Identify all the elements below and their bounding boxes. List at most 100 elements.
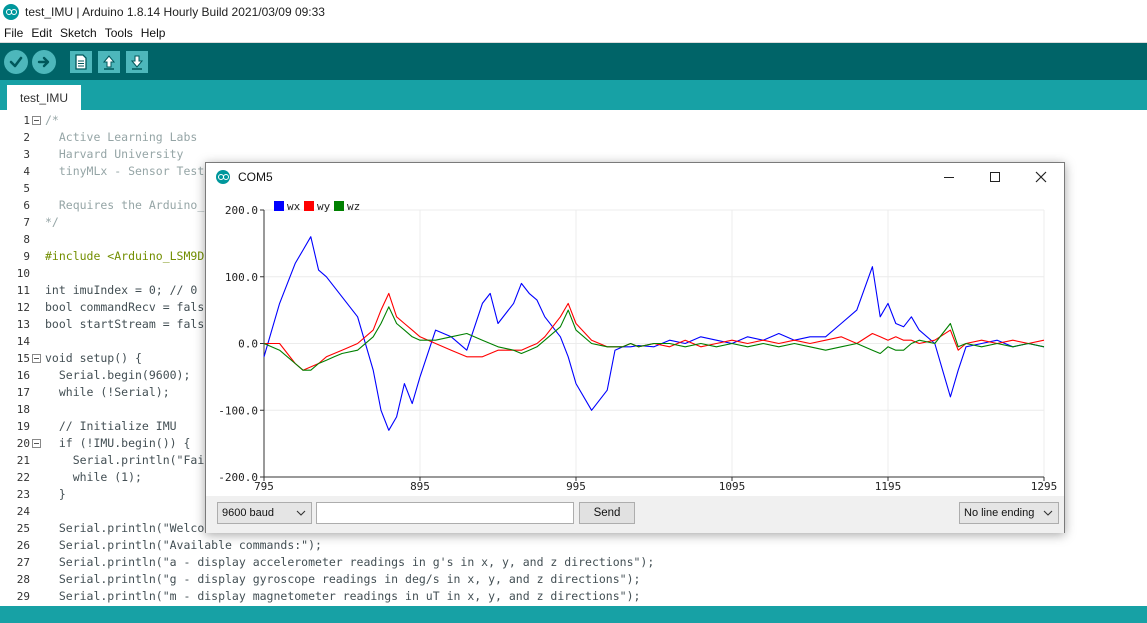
- fold-toggle-icon[interactable]: [32, 354, 41, 363]
- arduino-logo-icon: [3, 4, 19, 20]
- send-button[interactable]: Send: [579, 502, 635, 524]
- line-number: 15: [16, 352, 30, 365]
- code-line: 1 /*: [0, 112, 1147, 129]
- tab-test-imu[interactable]: test_IMU: [7, 85, 81, 110]
- y-tick-label: 0.0: [238, 338, 258, 351]
- menu-file[interactable]: File: [4, 26, 24, 40]
- line-number: 7: [23, 216, 30, 229]
- series-line-wy: [264, 292, 1045, 371]
- check-icon: [9, 56, 23, 67]
- code-line: 6 Requires the Arduino_: [0, 197, 1147, 214]
- y-tick-label: -100.0: [218, 404, 258, 417]
- menu-edit[interactable]: Edit: [31, 26, 53, 40]
- toolbar: [0, 43, 1147, 80]
- title-bar: test_IMU | Arduino 1.8.14 Hourly Build 2…: [0, 0, 1147, 24]
- line-ending-value: No line ending: [964, 507, 1035, 519]
- verify-button[interactable]: [4, 49, 28, 74]
- code-line: 25 Serial.println("Welco: [0, 520, 1147, 537]
- code-text: tinyMLx - Sensor Test: [45, 164, 205, 178]
- code-text: Harvard University: [45, 147, 184, 161]
- code-text: Serial.println("Welco: [45, 521, 205, 535]
- line-number: 9: [23, 250, 30, 263]
- line-number: 5: [23, 182, 30, 195]
- maximize-button[interactable]: [972, 163, 1018, 191]
- code-line: 15 void setup() {: [0, 350, 1147, 367]
- legend-swatch-wz: [334, 201, 344, 211]
- x-tick-label: 895: [410, 480, 430, 493]
- code-text: #include <Arduino_LSM9D: [45, 249, 205, 263]
- menu-tools[interactable]: Tools: [104, 26, 133, 40]
- send-input[interactable]: [316, 502, 574, 524]
- code-line: 13 bool startStream = fals: [0, 316, 1147, 333]
- menu-help[interactable]: Help: [140, 26, 166, 40]
- line-number: 14: [16, 335, 30, 348]
- plotter-title-bar: COM5: [206, 163, 1064, 191]
- arduino-logo-icon: [216, 170, 230, 184]
- line-number: 29: [16, 590, 30, 603]
- code-line: 5: [0, 180, 1147, 197]
- line-number: 1: [23, 114, 30, 127]
- code-text: Active Learning Labs: [45, 130, 198, 144]
- minimize-button[interactable]: [926, 163, 972, 191]
- line-number: 21: [16, 454, 30, 467]
- line-number: 19: [16, 420, 30, 433]
- new-sketch-button[interactable]: [70, 50, 92, 73]
- plotter-controls: 9600 baud Send No line ending: [206, 496, 1064, 533]
- line-number: 4: [23, 165, 30, 178]
- line-number: 16: [16, 369, 30, 382]
- fold-toggle-icon[interactable]: [32, 439, 41, 448]
- line-ending-select[interactable]: No line ending: [959, 502, 1059, 524]
- code-text: while (!Serial);: [45, 385, 170, 399]
- code-line: 11 int imuIndex = 0; // 0: [0, 282, 1147, 299]
- code-text: Serial.println("Available commands:");: [45, 538, 322, 552]
- save-sketch-button[interactable]: [126, 50, 148, 73]
- arrow-down-icon: [130, 55, 144, 70]
- plot-area: 200.0 100.0 0.0 -100.0 -200.0 795 895 995 1095 11…: [206, 191, 1064, 496]
- line-number: 26: [16, 539, 30, 552]
- y-tick-label: -200.0: [218, 471, 258, 484]
- y-tick-label: 100.0: [225, 271, 258, 284]
- code-text: }: [45, 487, 66, 501]
- x-tick-label: 1195: [875, 480, 902, 493]
- close-button[interactable]: [1018, 163, 1064, 191]
- code-line: 20 if (!IMU.begin()) {: [0, 435, 1147, 452]
- legend-swatch-wy: [304, 201, 314, 211]
- upload-button[interactable]: [32, 49, 56, 74]
- x-tick-label: 795: [254, 480, 274, 493]
- code-text: */: [45, 215, 59, 229]
- code-text: int imuIndex = 0; // 0: [45, 283, 198, 297]
- legend-label-wz: wz: [347, 200, 360, 213]
- fold-toggle-icon[interactable]: [32, 116, 41, 125]
- arrow-up-icon: [102, 54, 116, 70]
- code-line: 19 // Initialize IMU: [0, 418, 1147, 435]
- line-number: 6: [23, 199, 30, 212]
- line-number: 12: [16, 301, 30, 314]
- open-sketch-button[interactable]: [98, 50, 120, 73]
- line-number: 24: [16, 505, 30, 518]
- code-line: 2 Active Learning Labs: [0, 129, 1147, 146]
- baud-rate-value: 9600 baud: [222, 507, 274, 519]
- line-number: 27: [16, 556, 30, 569]
- code-text: Serial.println("a - display acceleromete…: [45, 555, 655, 569]
- line-number: 18: [16, 403, 30, 416]
- code-text: void setup() {: [45, 351, 142, 365]
- code-line: 21 Serial.println("Fai: [0, 452, 1147, 469]
- code-line: 18: [0, 401, 1147, 418]
- legend-label-wx: wx: [287, 200, 301, 213]
- tab-bar: test_IMU: [0, 80, 1147, 110]
- menu-sketch[interactable]: Sketch: [60, 26, 97, 40]
- code-text: bool commandRecv = fals: [45, 300, 205, 314]
- code-text: // Initialize IMU: [45, 419, 177, 433]
- y-tick-label: 200.0: [225, 204, 258, 217]
- minimize-icon: [944, 176, 954, 178]
- baud-rate-select[interactable]: 9600 baud: [217, 502, 312, 524]
- maximize-icon: [990, 172, 1000, 182]
- x-tick-label: 1295: [1031, 480, 1058, 493]
- line-number: 3: [23, 148, 30, 161]
- line-number: 22: [16, 471, 30, 484]
- code-text: Requires the Arduino_: [45, 198, 205, 212]
- code-line: 7 */: [0, 214, 1147, 231]
- line-number: 13: [16, 318, 30, 331]
- line-number: 8: [23, 233, 30, 246]
